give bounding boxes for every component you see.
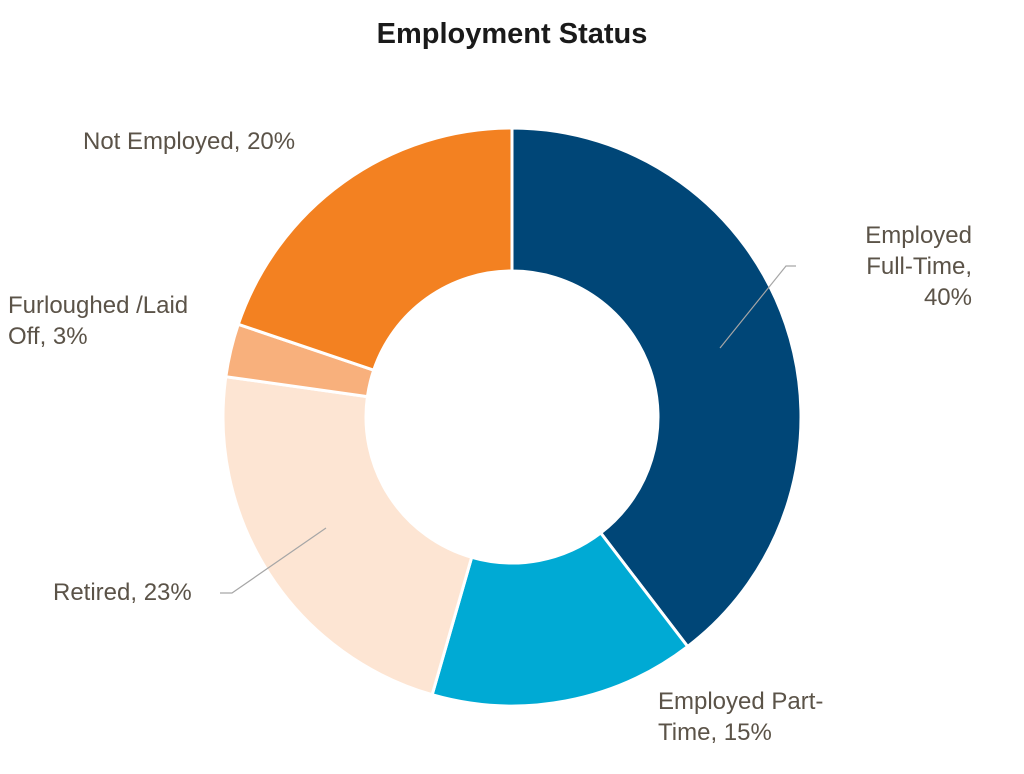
slice-label-furloughed-laid-off: Furloughed /Laid Off, 3% [8,290,228,352]
slice-employed-part-time [430,530,690,708]
slice-label-line: Employed [865,222,972,249]
slice-label-employed-part-time: Employed Part- Time, 15% [658,686,878,748]
leader-line-retired [220,527,327,594]
slice-label-line: Furloughed /Laid [8,292,189,319]
slice-retired [221,374,474,697]
slice-label-line: Full-Time, [866,253,972,280]
slice-label-retired: Retired, 23% [53,577,253,608]
slice-label-line: Retired, 23% [53,579,192,606]
slice-label-line: Employed Part- [658,688,824,715]
slice-label-line: Time, 15% [658,719,772,746]
slice-label-line: Not Employed, 20% [83,128,296,155]
leader-line-employed-full-time [719,265,796,349]
slice-label-line: Off, 3% [8,323,88,350]
slice-employed-full-time [510,126,803,649]
slice-not-employed [236,126,514,373]
chart-title: Employment Status [376,18,648,50]
slice-label-not-employed: Not Employed, 20% [83,126,343,157]
slice-label-employed-full-time: Employed Full-Time, 40% [848,220,972,313]
slice-label-line: 40% [923,284,972,311]
